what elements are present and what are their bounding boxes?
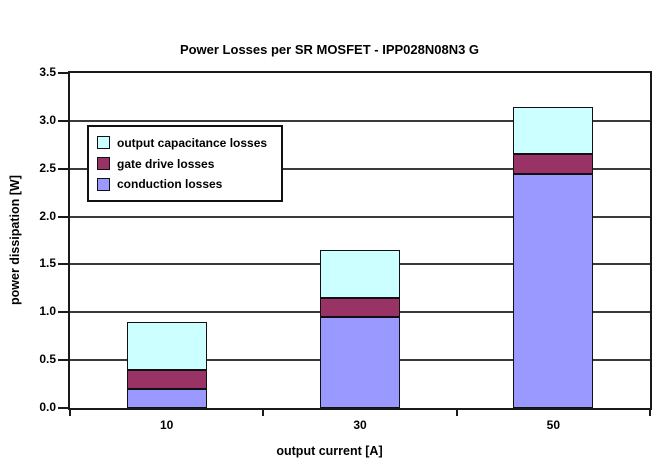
x-tick-mark bbox=[262, 410, 265, 416]
y-tick-mark bbox=[58, 215, 68, 218]
bar-30A-conduction-losses bbox=[320, 317, 400, 408]
y-tick-mark bbox=[58, 311, 68, 314]
legend-swatch-gate-drive-icon bbox=[97, 157, 110, 170]
bar-30A-gate-drive-losses bbox=[320, 297, 400, 318]
bar-10A-conduction-losses bbox=[126, 388, 207, 408]
bar-30A-output-capacitance-losses bbox=[320, 250, 400, 298]
x-axis-title: output current [A] bbox=[276, 444, 383, 458]
y-tick-mark bbox=[58, 359, 68, 362]
bar-50A-gate-drive-losses bbox=[513, 154, 594, 174]
x-tick-mark bbox=[649, 410, 651, 416]
y-gridline bbox=[70, 119, 650, 122]
bar-50A-conduction-losses bbox=[513, 173, 594, 408]
y-tick-mark bbox=[58, 407, 68, 409]
legend-swatch-conduction-icon bbox=[97, 177, 110, 191]
bar-10A-gate-drive-losses bbox=[126, 369, 207, 389]
plot-area bbox=[68, 71, 652, 410]
legend-label-output-capacitance-losses: output capacitance losses bbox=[117, 135, 268, 150]
y-axis-title: power dissipation [W] bbox=[8, 175, 22, 306]
y-tick-mark bbox=[58, 263, 68, 266]
legend-swatch-output-capacitance-icon bbox=[97, 136, 110, 150]
chart-title: Power Losses per SR MOSFET - IPP028N08N3… bbox=[179, 42, 480, 57]
legend: output capacitance losses gate drive los… bbox=[87, 125, 283, 202]
bar-50A-output-capacitance-losses bbox=[513, 106, 594, 155]
y-gridline bbox=[70, 215, 650, 218]
legend-item-gate-drive-losses: gate drive losses bbox=[97, 157, 277, 171]
x-tick-mark bbox=[69, 410, 71, 416]
legend-label-gate-drive-losses: gate drive losses bbox=[117, 156, 215, 171]
x-tick-label: 50 bbox=[546, 418, 560, 432]
y-gridline bbox=[70, 167, 650, 170]
bar-10A-output-capacitance-losses bbox=[126, 321, 207, 370]
x-tick-label: 10 bbox=[159, 418, 174, 432]
x-tick-mark bbox=[455, 410, 458, 416]
legend-item-conduction-losses: conduction losses bbox=[97, 177, 277, 191]
legend-item-output-capacitance-losses: output capacitance losses bbox=[97, 136, 277, 150]
legend-label-conduction-losses: conduction losses bbox=[117, 177, 223, 192]
x-tick-label: 30 bbox=[353, 418, 367, 432]
